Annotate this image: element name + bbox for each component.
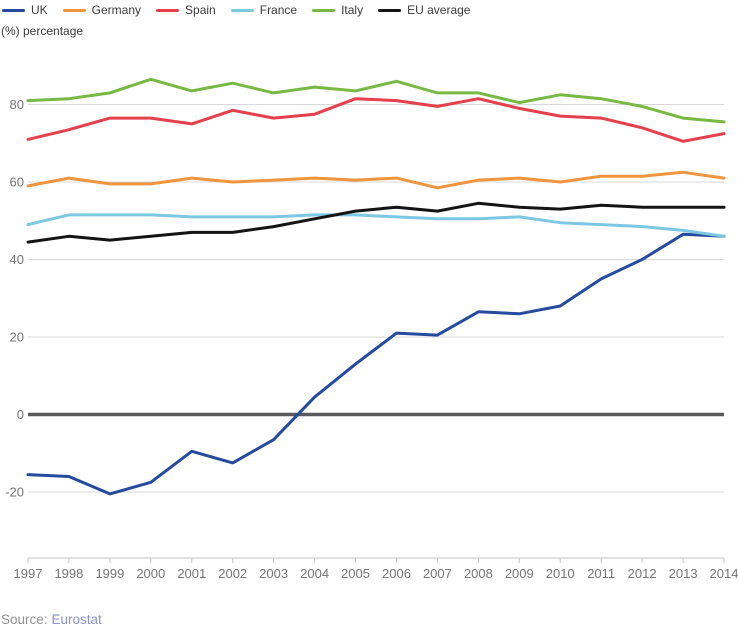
- x-axis-tick-label: 2002: [218, 566, 247, 581]
- series-line-france[interactable]: [26, 213, 726, 238]
- series-line-italy[interactable]: [26, 77, 726, 124]
- y-axis-tick-label: -20: [5, 485, 24, 500]
- y-axis-tick-label: 60: [10, 175, 24, 190]
- x-axis-tick-label: 2004: [300, 566, 329, 581]
- x-axis-tick-label: 1998: [54, 566, 83, 581]
- legend-item-spain[interactable]: Spain: [156, 3, 216, 17]
- legend-item-italy[interactable]: Italy: [312, 3, 363, 17]
- legend-label: Spain: [185, 3, 216, 17]
- x-axis-tick-label: 1997: [14, 566, 43, 581]
- x-axis-tick-label: 2007: [423, 566, 452, 581]
- chart-legend: UK Germany Spain France Italy EU average: [2, 2, 470, 18]
- legend-label: UK: [31, 3, 48, 17]
- x-axis-tick-label: 2005: [341, 566, 370, 581]
- x-axis-tick-label: 2000: [136, 566, 165, 581]
- legend-swatch-eu-average: [378, 8, 402, 12]
- legend-swatch-italy: [312, 8, 336, 12]
- x-axis-tick-label: 2009: [505, 566, 534, 581]
- legend-swatch-uk: [2, 8, 25, 12]
- x-axis-line: [27, 557, 725, 563]
- y-axis-tick-label: 40: [10, 252, 24, 267]
- legend-item-germany[interactable]: Germany: [62, 3, 142, 17]
- x-axis-tick-label: 2003: [259, 566, 288, 581]
- legend-label: Germany: [91, 3, 142, 17]
- x-axis-tick-label: 2014: [710, 566, 738, 581]
- legend-swatch-spain: [156, 8, 180, 12]
- series-line-eu-average[interactable]: [26, 201, 726, 244]
- x-axis-tick-label: 2008: [464, 566, 493, 581]
- chart-subtitle: (%) percentage: [1, 24, 84, 38]
- x-axis-tick-label: 2010: [546, 566, 575, 581]
- legend-label: France: [259, 3, 298, 17]
- legend-item-france[interactable]: France: [230, 3, 298, 17]
- legend-item-eu-average[interactable]: EU average: [378, 3, 470, 17]
- series-line-spain[interactable]: [26, 97, 726, 143]
- x-axis-tick-label: 2006: [382, 566, 411, 581]
- legend-item-uk[interactable]: UK: [2, 3, 48, 17]
- x-axis-tick-label: 2013: [669, 566, 698, 581]
- legend-swatch-germany: [62, 8, 86, 12]
- legend-label: Italy: [341, 3, 364, 17]
- y-axis-tick-label: 20: [10, 330, 24, 345]
- source-link-eurostat[interactable]: Eurostat: [51, 612, 102, 627]
- x-axis-tick-label: 2001: [177, 566, 206, 581]
- series-line-uk[interactable]: [26, 232, 726, 496]
- series-line-germany[interactable]: [26, 170, 726, 190]
- x-axis-tick-label: 2012: [628, 566, 657, 581]
- y-axis-tick-label: 0: [17, 407, 24, 422]
- line-chart-plot-area: -20 0 20 40 60 80 1997 1998 1999 2000 2001 2002 2003…: [5, 77, 738, 581]
- chart-source: Source: Eurostat: [1, 612, 102, 627]
- source-label: Source:: [1, 612, 48, 627]
- x-axis-tick-label: 1999: [95, 566, 124, 581]
- x-axis-tick-label: 2011: [587, 566, 615, 581]
- y-axis-tick-label: 80: [10, 97, 24, 112]
- legend-label: EU average: [407, 3, 471, 17]
- legend-swatch-france: [230, 8, 254, 12]
